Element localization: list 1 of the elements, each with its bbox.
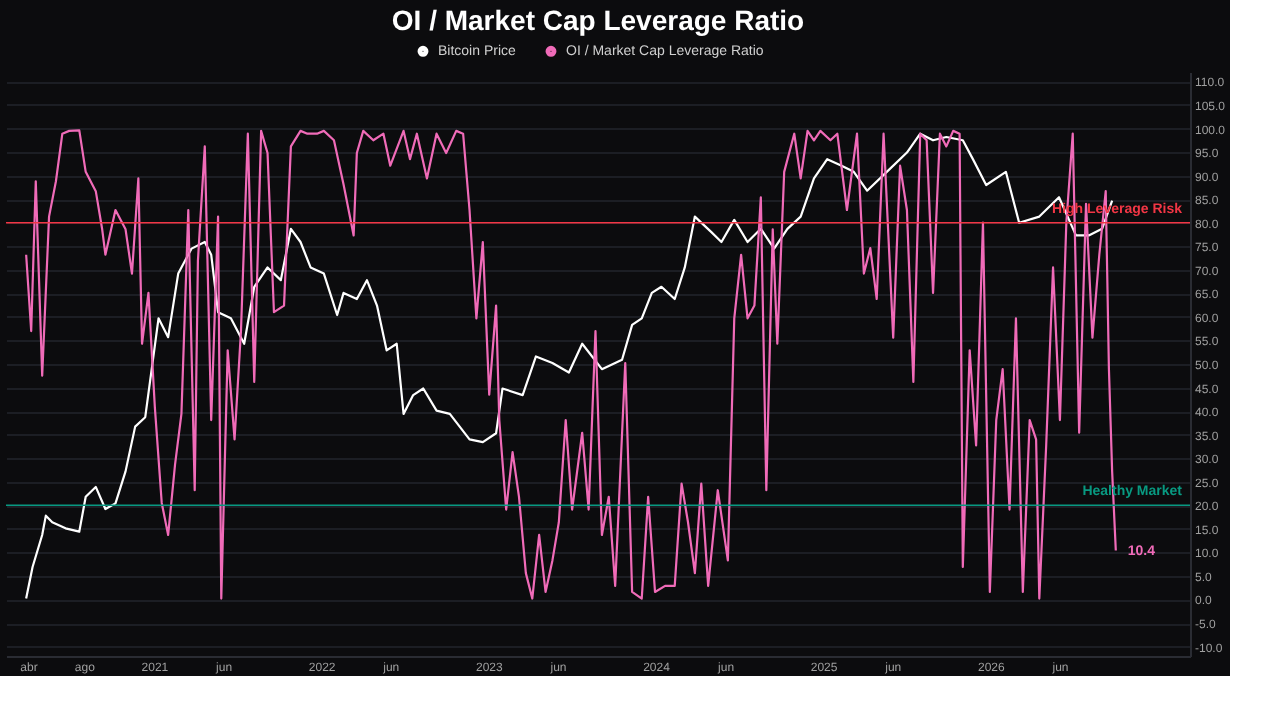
chart-title: OI / Market Cap Leverage Ratio bbox=[391, 4, 805, 36]
